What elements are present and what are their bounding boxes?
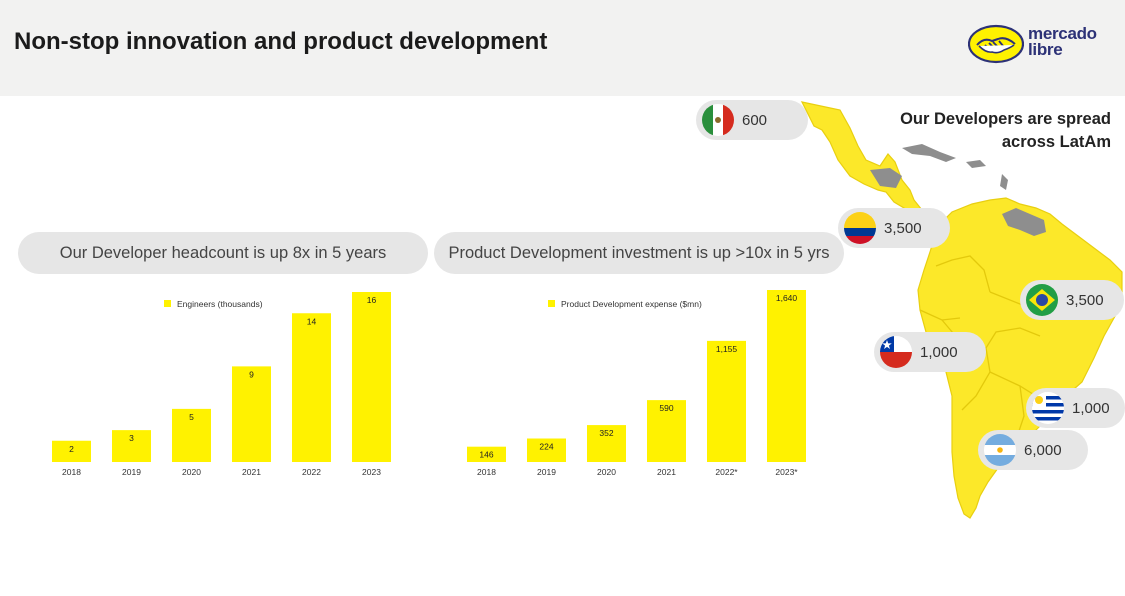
- bar-value-label: 146: [479, 450, 493, 460]
- x-tick-label: 2021: [657, 467, 676, 477]
- country-pill-brazil: 3,500: [1020, 280, 1124, 320]
- bar-value-label: 3: [129, 433, 134, 443]
- country-pill-mexico: 600: [696, 100, 808, 140]
- map-caption: Our Developers are spread across LatAm: [900, 108, 1111, 154]
- bar: [647, 400, 686, 462]
- bar: [292, 313, 331, 462]
- bar: [172, 408, 211, 462]
- legend-label: Engineers (thousands): [177, 299, 263, 309]
- legend-label: Product Development expense ($mn): [561, 299, 702, 309]
- chile-flag-icon: [880, 336, 912, 368]
- logo-text: mercado libre: [1028, 24, 1097, 59]
- country-value: 3,500: [884, 219, 922, 237]
- bar-value-label: 352: [599, 428, 613, 438]
- country-value: 1,000: [920, 343, 958, 361]
- bar: [232, 366, 271, 462]
- x-tick-label: 2019: [122, 467, 141, 477]
- x-tick-label: 2022*: [715, 467, 738, 477]
- x-tick-label: 2020: [597, 467, 616, 477]
- country-value: 600: [742, 111, 768, 129]
- x-tick-label: 2022: [302, 467, 321, 477]
- latam-map: [800, 101, 1123, 519]
- bar-value-label: 2: [69, 444, 74, 454]
- bar-value-label: 5: [189, 412, 194, 422]
- country-value: 1,000: [1072, 399, 1110, 417]
- bar-value-label: 1,155: [716, 344, 738, 354]
- country-pill-argentina: 6,000: [978, 430, 1088, 470]
- x-tick-label: 2020: [182, 467, 201, 477]
- x-tick-label: 2018: [62, 467, 81, 477]
- argentina-flag-icon: [984, 434, 1016, 466]
- bar-value-label: 9: [249, 369, 254, 379]
- country-pill-uruguay: 1,000: [1026, 388, 1125, 428]
- header-bar: Non-stop innovation and product developm…: [0, 0, 1125, 96]
- mexico-flag-icon: [702, 104, 734, 136]
- bar: [52, 440, 91, 462]
- chart-2-title: Product Development investment is up >10…: [434, 232, 844, 274]
- x-tick-label: 2018: [477, 467, 496, 477]
- country-value: 6,000: [1024, 441, 1062, 459]
- mercado-libre-logo: mercado libre: [968, 22, 1118, 66]
- bar: [467, 446, 506, 462]
- map-caption-line-2: across LatAm: [1001, 133, 1111, 151]
- logo-text-line-1: mercado: [1028, 24, 1097, 43]
- legend-swatch: [164, 300, 171, 307]
- handshake-logo-icon: [968, 24, 1024, 64]
- country-value: 3,500: [1066, 291, 1104, 309]
- brazil-flag-icon: [1026, 284, 1058, 316]
- legend-swatch: [548, 300, 555, 307]
- bar-value-label: 14: [307, 316, 317, 326]
- bar: [707, 340, 746, 462]
- bar: [767, 290, 806, 462]
- logo-text-line-2: libre: [1028, 40, 1063, 59]
- bar: [587, 425, 626, 462]
- bar-value-label: 590: [659, 403, 673, 413]
- bar-value-label: 16: [367, 295, 377, 305]
- bar-charts: Engineers (thousands) 2 2018 3 2019 5 2020 9 202…: [52, 290, 806, 477]
- bar: [527, 438, 566, 462]
- colombia-flag-icon: [844, 212, 876, 244]
- bar-value-label: 1,640: [776, 293, 798, 303]
- country-pill-chile: 1,000: [874, 332, 986, 372]
- bar: [352, 292, 391, 462]
- bar-value-label: 224: [539, 442, 553, 452]
- x-tick-label: 2021: [242, 467, 261, 477]
- country-pill-colombia: 3,500: [838, 208, 950, 248]
- page-title: Non-stop innovation and product developm…: [14, 28, 548, 55]
- bar: [112, 430, 151, 462]
- x-tick-label: 2019: [537, 467, 556, 477]
- map-caption-line-1: Our Developers are spread: [900, 110, 1111, 128]
- chart-1-title: Our Developer headcount is up 8x in 5 ye…: [18, 232, 428, 274]
- x-tick-label: 2023*: [775, 467, 798, 477]
- uruguay-flag-icon: [1032, 392, 1064, 424]
- x-tick-label: 2023: [362, 467, 381, 477]
